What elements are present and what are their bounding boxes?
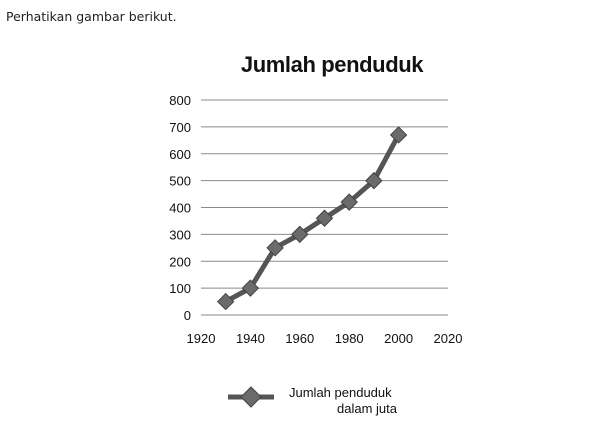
data-point-1930 (216, 292, 235, 311)
chart-grid (201, 99, 448, 316)
data-point-1980 (340, 193, 358, 211)
legend-symbol (228, 386, 274, 408)
data-point-1940 (241, 279, 260, 297)
y-tick-label-0: 0 (184, 308, 191, 323)
x-tick-label-1940: 1940 (236, 331, 265, 346)
y-tick-label-500: 500 (169, 174, 191, 189)
data-point-1960 (291, 225, 309, 244)
data-point-2000 (389, 126, 408, 144)
intro-text: Perhatikan gambar berikut. (6, 9, 177, 24)
y-tick-label-200: 200 (169, 254, 191, 269)
x-tick-label-1960: 1960 (285, 331, 314, 346)
x-tick-label-2020: 2020 (434, 331, 463, 346)
chart-series (216, 126, 408, 311)
x-tick-label-1920: 1920 (187, 331, 216, 346)
y-tick-label-800: 800 (169, 93, 191, 108)
legend-marker (240, 386, 262, 408)
data-point-1970 (315, 209, 334, 227)
y-axis-ticks: 0 100 200 300 400 500 600 700 800 (169, 93, 191, 323)
y-tick-label-300: 300 (169, 227, 191, 242)
chart-title: Jumlah penduduk (240, 52, 424, 77)
x-axis-ticks: 1920 1940 1960 1980 2000 2020 (187, 331, 463, 346)
series-line-0 (223, 132, 402, 305)
x-tick-label-1980: 1980 (335, 331, 364, 346)
data-point-1990 (365, 171, 383, 190)
data-point-1950 (266, 239, 284, 257)
y-tick-label-100: 100 (169, 281, 191, 296)
x-tick-label-2000: 2000 (384, 331, 413, 346)
legend-label-line-1: Jumlah penduduk (289, 385, 392, 400)
legend-label-line-2: dalam juta (337, 401, 397, 416)
y-tick-label-600: 600 (169, 147, 191, 162)
y-tick-label-400: 400 (169, 201, 191, 216)
y-tick-label-700: 700 (169, 120, 191, 135)
